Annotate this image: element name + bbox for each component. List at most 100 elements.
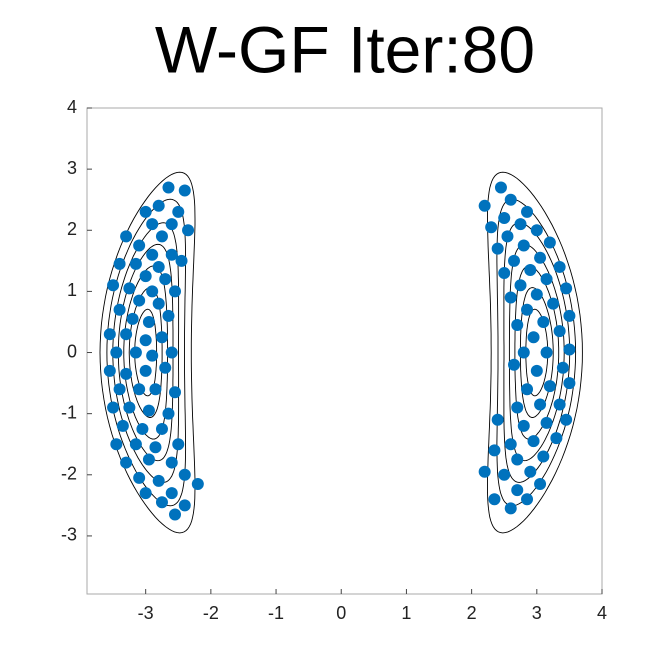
point — [129, 438, 142, 451]
point — [159, 273, 172, 286]
point — [155, 331, 168, 344]
point — [521, 383, 534, 396]
point — [116, 419, 129, 432]
point — [534, 251, 547, 264]
point — [146, 218, 159, 231]
point — [543, 236, 556, 249]
point — [540, 273, 553, 286]
point — [152, 474, 165, 487]
point — [159, 361, 172, 374]
point — [139, 270, 152, 283]
point — [504, 502, 517, 515]
point — [133, 294, 146, 307]
point — [113, 303, 126, 316]
point — [133, 383, 146, 396]
x-tick-label: 1 — [401, 603, 411, 623]
point — [129, 257, 142, 270]
point — [113, 257, 126, 270]
point — [165, 218, 178, 231]
point — [560, 282, 573, 295]
point — [511, 401, 524, 414]
contour — [99, 171, 196, 534]
y-tick-label: -3 — [61, 525, 77, 545]
point — [169, 386, 182, 399]
point — [521, 205, 534, 218]
point — [488, 493, 501, 506]
point — [550, 432, 563, 445]
point — [524, 465, 537, 478]
point — [560, 413, 573, 426]
point — [556, 361, 569, 374]
point — [165, 248, 178, 261]
point — [521, 493, 534, 506]
point — [521, 303, 534, 316]
point — [491, 242, 504, 255]
point — [543, 380, 556, 393]
y-tick-label: -1 — [61, 402, 77, 422]
point — [537, 315, 550, 328]
point — [107, 279, 120, 292]
point — [537, 450, 550, 463]
point — [165, 487, 178, 500]
point — [511, 484, 524, 497]
point — [139, 334, 152, 347]
point — [507, 254, 520, 267]
point — [178, 499, 191, 512]
point — [504, 438, 517, 451]
point — [149, 383, 162, 396]
point — [110, 346, 123, 359]
point — [152, 297, 165, 310]
point — [120, 230, 133, 243]
point — [485, 221, 498, 234]
point — [178, 468, 191, 481]
contour — [487, 171, 583, 534]
x-tick-label: -1 — [268, 603, 284, 623]
point — [155, 230, 168, 243]
point — [524, 264, 537, 276]
x-tick-label: -2 — [203, 603, 219, 623]
point — [155, 422, 168, 435]
point — [491, 413, 504, 426]
point — [146, 248, 159, 261]
point — [478, 199, 491, 212]
point — [126, 312, 139, 325]
point — [142, 315, 155, 328]
point — [165, 346, 178, 359]
point — [498, 267, 511, 280]
y-tick-label: 0 — [67, 341, 77, 361]
point — [139, 205, 152, 218]
point — [563, 309, 576, 322]
x-tick-label: 4 — [597, 603, 607, 623]
contour — [106, 198, 187, 507]
point — [129, 346, 142, 359]
point — [136, 422, 149, 435]
point — [478, 465, 491, 478]
y-tick-label: 4 — [67, 97, 77, 117]
point — [494, 181, 507, 194]
point — [182, 224, 195, 237]
point — [142, 404, 155, 417]
point — [133, 239, 146, 252]
point — [517, 346, 530, 359]
point — [504, 291, 517, 304]
contour — [503, 222, 571, 483]
point — [504, 193, 517, 206]
y-tick-label: 2 — [67, 219, 77, 239]
point — [534, 398, 547, 411]
point — [162, 309, 175, 322]
point — [563, 377, 576, 390]
point — [511, 453, 524, 466]
point — [178, 184, 191, 197]
point — [146, 349, 159, 362]
point — [152, 260, 165, 273]
point — [553, 325, 566, 338]
point — [123, 282, 136, 295]
x-tick-label: 2 — [467, 603, 477, 623]
point — [142, 453, 155, 466]
point — [507, 358, 520, 371]
point — [563, 343, 576, 356]
x-tick-label: 3 — [532, 603, 542, 623]
point — [120, 328, 133, 341]
point — [501, 230, 514, 243]
